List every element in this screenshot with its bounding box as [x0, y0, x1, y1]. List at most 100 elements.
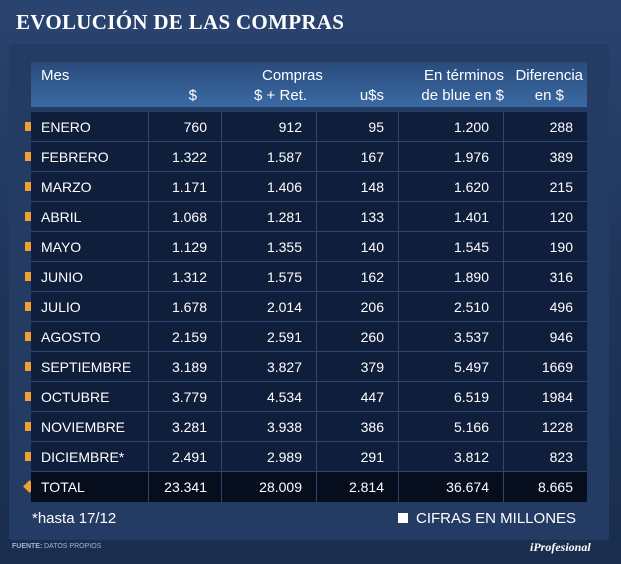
cell-month: ABRIL	[31, 202, 149, 232]
header-usd: u$s	[359, 87, 384, 104]
cell-peso: 1.678	[149, 292, 222, 322]
table-row: AGOSTO 2.159 2.591 260 3.537 946	[31, 322, 587, 352]
cell-peso: 1.129	[149, 232, 222, 262]
cell-peso-ret: 912	[222, 112, 317, 142]
row-bullet-icon	[25, 302, 34, 311]
cell-peso: 23.341	[149, 472, 222, 502]
cell-blue: 1.545	[399, 232, 504, 262]
cell-month: DICIEMBRE*	[31, 442, 149, 472]
cell-peso: 2.159	[149, 322, 222, 352]
header-peso: $	[188, 87, 197, 104]
header-blue-line1: En términos	[423, 67, 504, 84]
cell-diff: 946	[549, 329, 573, 345]
table-row: JUNIO 1.312 1.575 162 1.890 316	[31, 262, 587, 292]
cell-peso-ret: 1.406	[222, 172, 317, 202]
cell-usd: 133	[317, 202, 399, 232]
cell-peso-ret: 3.827	[222, 352, 317, 382]
cell-usd: 447	[317, 382, 399, 412]
units-label: CIFRAS EN MILLONES	[416, 510, 577, 527]
cell-month: JUNIO	[31, 262, 149, 292]
cell-diff: 389	[549, 149, 573, 165]
cell-peso-ret: 4.534	[222, 382, 317, 412]
cell-diff: 1669	[541, 359, 573, 375]
cell-diff: 1228	[541, 419, 573, 435]
cell-blue: 1.890	[399, 262, 504, 292]
cell-diff: 190	[549, 239, 573, 255]
cell-usd: 206	[317, 292, 399, 322]
table-header: Mes Compras $ $ + Ret. u$s En términos d…	[31, 62, 587, 107]
cell-month: ENERO	[31, 112, 149, 142]
total-row: TOTAL 23.341 28.009 2.814 36.674 8.665	[31, 472, 587, 502]
brand-logo: iProfesional	[530, 540, 591, 554]
table-row: NOVIEMBRE 3.281 3.938 386 5.166 1228	[31, 412, 587, 442]
row-bullet-icon	[25, 332, 34, 341]
cell-usd: 386	[317, 412, 399, 442]
cell-peso-ret: 2.591	[222, 322, 317, 352]
cell-peso-ret: 2.014	[222, 292, 317, 322]
cell-usd: 260	[317, 322, 399, 352]
cell-usd: 148	[317, 172, 399, 202]
cell-blue: 6.519	[399, 382, 504, 412]
cell-peso-ret: 2.989	[222, 442, 317, 472]
cell-month: AGOSTO	[31, 322, 149, 352]
cell-blue: 3.812	[399, 442, 504, 472]
cell-diff: 8.665	[537, 479, 573, 495]
cell-peso-ret: 1.281	[222, 202, 317, 232]
units-square-icon	[398, 513, 408, 523]
cell-peso: 3.779	[149, 382, 222, 412]
header-compras: Compras	[262, 67, 323, 84]
table-body: ENERO 760 912 95 1.200 288 FEBRERO 1.322 1.587 16…	[31, 112, 587, 502]
source-label: FUENTE:	[12, 543, 43, 550]
cell-month: MAYO	[31, 232, 149, 262]
cell-blue: 36.674	[399, 472, 504, 502]
cell-peso: 1.171	[149, 172, 222, 202]
cell-peso-ret: 28.009	[222, 472, 317, 502]
cell-month: SEPTIEMBRE	[31, 352, 149, 382]
row-bullet-icon	[25, 452, 34, 461]
table-row: DICIEMBRE* 2.491 2.989 291 3.812 823	[31, 442, 587, 472]
cell-peso: 1.312	[149, 262, 222, 292]
cell-usd: 291	[317, 442, 399, 472]
table-row: ABRIL 1.068 1.281 133 1.401 120	[31, 202, 587, 232]
cell-peso-ret: 3.938	[222, 412, 317, 442]
cell-month: OCTUBRE	[31, 382, 149, 412]
cell-month: TOTAL	[31, 472, 149, 502]
cell-diff: 120	[549, 209, 573, 225]
cell-blue: 1.200	[399, 112, 504, 142]
row-bullet-icon	[25, 182, 34, 191]
cell-usd: 167	[317, 142, 399, 172]
cell-month: MARZO	[31, 172, 149, 202]
row-bullet-icon	[25, 422, 34, 431]
footnote: *hasta 17/12	[32, 510, 117, 527]
cell-peso: 760	[149, 112, 222, 142]
table-row: MARZO 1.171 1.406 148 1.620 215	[31, 172, 587, 202]
header-mes: Mes	[41, 67, 70, 84]
cell-diff: 496	[549, 299, 573, 315]
cell-blue: 3.537	[399, 322, 504, 352]
cell-peso: 1.068	[149, 202, 222, 232]
row-bullet-icon	[25, 152, 34, 161]
row-bullet-icon	[25, 392, 34, 401]
table-row: MAYO 1.129 1.355 140 1.545 190	[31, 232, 587, 262]
cell-peso: 3.189	[149, 352, 222, 382]
cell-usd: 379	[317, 352, 399, 382]
header-peso-ret: $ + Ret.	[254, 87, 307, 104]
cell-peso: 2.491	[149, 442, 222, 472]
cell-peso: 1.322	[149, 142, 222, 172]
cell-diff: 823	[549, 449, 573, 465]
chart-title: EVOLUCIÓN DE LAS COMPRAS	[16, 10, 345, 34]
table-row: OCTUBRE 3.779 4.534 447 6.519 1984	[31, 382, 587, 412]
cell-blue: 5.166	[399, 412, 504, 442]
cell-usd: 2.814	[317, 472, 399, 502]
row-bullet-icon	[25, 242, 34, 251]
cell-diff: 215	[549, 179, 573, 195]
table-row: SEPTIEMBRE 3.189 3.827 379 5.497 1669	[31, 352, 587, 382]
table-row: JULIO 1.678 2.014 206 2.510 496	[31, 292, 587, 322]
cell-peso-ret: 1.355	[222, 232, 317, 262]
cell-diff: 288	[549, 119, 573, 135]
cell-usd: 162	[317, 262, 399, 292]
cell-month: FEBRERO	[31, 142, 149, 172]
row-bullet-icon	[25, 362, 34, 371]
cell-blue: 5.497	[399, 352, 504, 382]
cell-usd: 140	[317, 232, 399, 262]
